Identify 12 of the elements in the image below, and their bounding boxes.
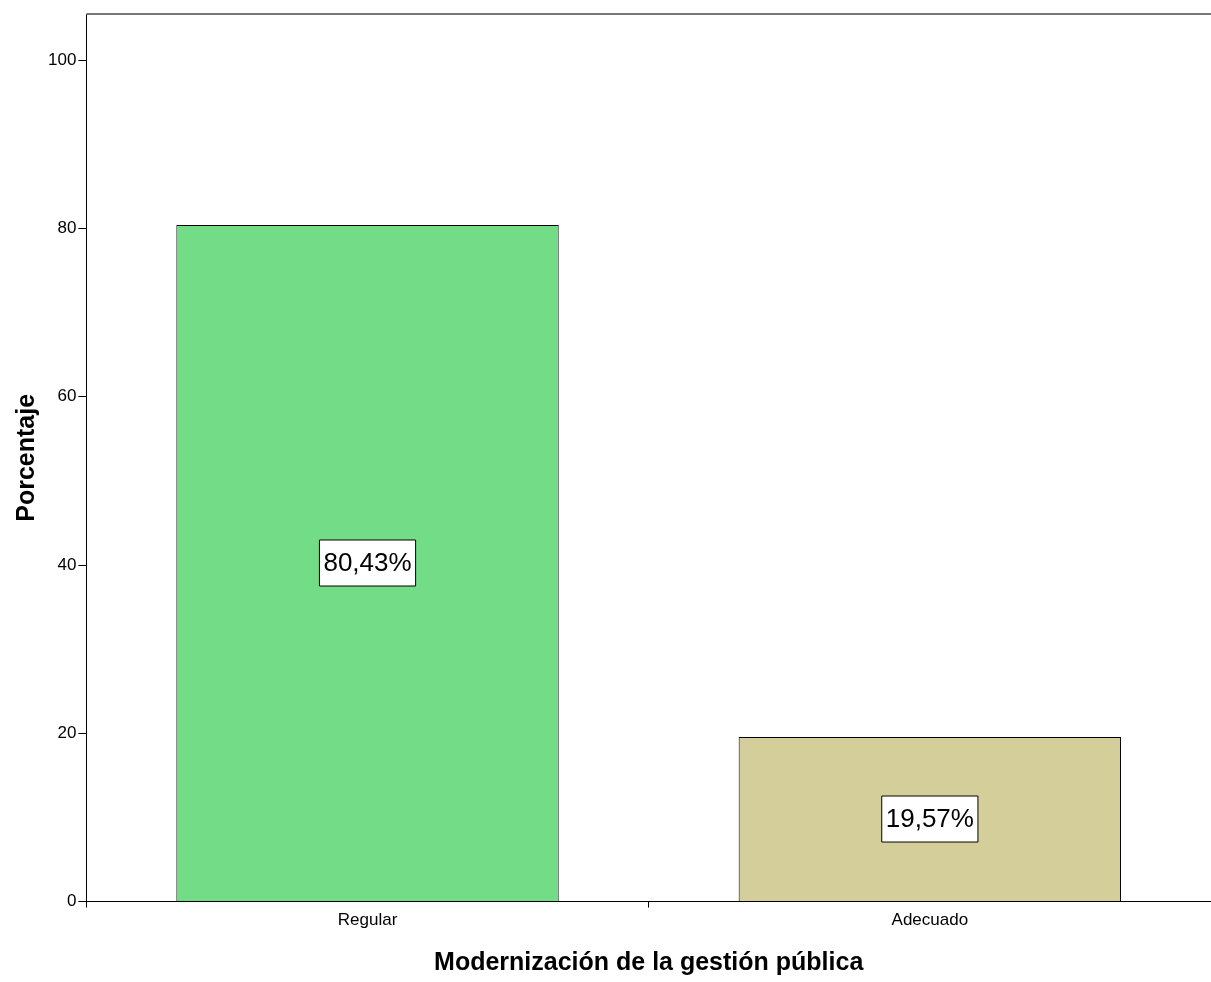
y-tick-label: 40 — [57, 554, 77, 574]
y-tick-label: 20 — [57, 723, 77, 743]
data-label: 19,57% — [885, 803, 974, 834]
y-tick-label: 0 — [66, 891, 77, 911]
y-tick-label: 60 — [57, 386, 77, 406]
y-tick-label: 80 — [57, 218, 77, 238]
y-tick-label: 100 — [47, 49, 77, 69]
data-label: 80,43% — [323, 547, 412, 578]
y-axis-title: Porcentaje — [10, 393, 39, 522]
x-axis-title: Modernización de la gestión pública — [434, 946, 865, 975]
x-tick-label: Adecuado — [891, 910, 969, 930]
x-tick-label: Regular — [337, 910, 398, 930]
